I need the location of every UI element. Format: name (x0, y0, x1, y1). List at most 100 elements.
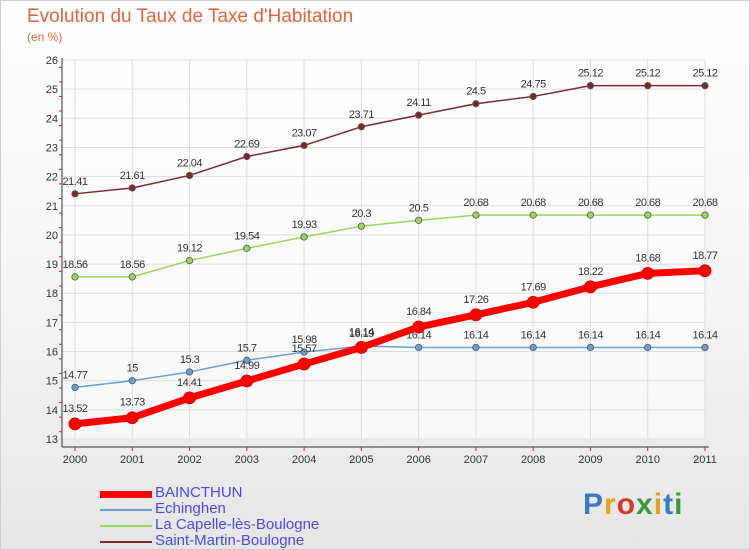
series-line (74, 214, 706, 278)
data-point (415, 343, 423, 352)
data-point (472, 100, 480, 108)
brand-letter: r (604, 488, 617, 521)
data-label: 14.77 (62, 369, 87, 381)
data-label: 15.57 (292, 343, 317, 355)
x-tick-label: 2009 (578, 454, 602, 466)
data-point (698, 264, 712, 278)
data-point (586, 343, 595, 352)
legend-label: BAINCTHUN (155, 484, 243, 501)
legend-swatch (100, 509, 152, 511)
y-tick-label: 25 (46, 84, 58, 96)
y-tick-label: 14 (46, 405, 58, 417)
data-label: 16.14 (349, 326, 374, 338)
x-tick-label: 2006 (406, 454, 430, 466)
data-point (354, 341, 368, 354)
data-label: 23.07 (292, 127, 317, 139)
brand-letter: t (663, 488, 675, 521)
x-tick-label: 2000 (63, 454, 87, 466)
legend-label: La Capelle-lès-Boulogne (155, 516, 320, 533)
legend-label: Saint-Martin-Boulogne (155, 532, 305, 549)
data-label: 16.14 (635, 329, 660, 341)
data-label: 18.68 (635, 252, 660, 264)
data-label: 20.68 (463, 197, 488, 209)
data-label: 18.56 (62, 259, 87, 271)
brand-letter: o (616, 488, 637, 521)
data-label: 15.3 (180, 354, 200, 366)
data-point (415, 216, 423, 224)
data-point (300, 233, 308, 241)
data-label: 15.7 (237, 342, 257, 354)
data-label: 16.14 (692, 329, 717, 341)
data-point (71, 383, 79, 391)
data-point (644, 343, 652, 352)
brand-letter: x (636, 488, 654, 521)
data-label: 22.69 (234, 138, 259, 150)
x-tick-label: 2003 (235, 454, 259, 466)
data-label: 20.3 (352, 208, 372, 220)
data-label: 24.11 (407, 97, 432, 109)
data-point (412, 320, 426, 334)
data-label: 20.68 (692, 197, 717, 209)
data-label: 18.22 (578, 266, 603, 278)
data-point (701, 211, 709, 219)
data-point (128, 377, 136, 385)
x-tick-label: 2002 (177, 454, 201, 466)
data-label: 16.14 (521, 329, 546, 341)
data-label: 16.84 (406, 306, 431, 318)
data-point (472, 211, 480, 219)
data-point (128, 273, 136, 281)
data-point (701, 343, 709, 352)
x-tick-label: 2008 (521, 454, 545, 466)
data-point (526, 295, 540, 309)
data-point (71, 273, 79, 281)
data-label: 20.68 (578, 197, 603, 209)
data-point (644, 82, 652, 90)
data-point (641, 267, 655, 280)
data-point (701, 82, 709, 90)
data-label: 25.12 (578, 68, 603, 80)
data-label: 20.68 (521, 197, 546, 209)
data-point (584, 280, 597, 294)
data-label: 25.12 (635, 68, 660, 80)
brand-letter: P (583, 488, 605, 521)
x-tick-label: 2011 (693, 454, 717, 466)
y-tick-label: 16 (46, 347, 58, 359)
data-point (183, 391, 196, 405)
data-point (128, 184, 136, 192)
y-tick-label: 23 (46, 142, 58, 154)
series-line (74, 84, 706, 195)
data-label: 20.5 (409, 202, 429, 214)
y-tick-label: 20 (46, 230, 58, 242)
data-point (185, 368, 194, 376)
legend-label: Echinghen (155, 500, 226, 517)
series-baincthun: 13.52 13.73 14.41 14.99 15.57 16.14 16.84 17.26… (62, 250, 718, 431)
data-point (586, 82, 595, 90)
y-tick-label: 17 (46, 317, 58, 329)
y-tick-label: 22 (46, 172, 58, 184)
y-tick-label: 26 (46, 55, 58, 67)
chart-title: Evolution du Taux de Taxe d'Habitation (27, 6, 354, 27)
data-point (243, 356, 251, 364)
legend-swatch (100, 525, 152, 527)
series-saint-martin-boulogne: 21.41 21.61 22.04 22.69 23.07 23.71 24.11 24.5 2… (62, 68, 718, 198)
data-label: 20.68 (635, 197, 660, 209)
data-point (644, 211, 652, 219)
brand-letter: i (653, 488, 664, 521)
data-label: 16.19 (349, 328, 374, 340)
y-tick-label: 21 (46, 201, 58, 213)
data-label: 14.99 (234, 360, 259, 372)
data-label: 21.61 (120, 170, 145, 182)
y-tick-label: 19 (46, 259, 58, 271)
data-point (357, 222, 365, 230)
y-tick-label: 13 (46, 434, 58, 446)
data-point (529, 211, 537, 219)
plot-area (62, 60, 705, 439)
data-point (185, 171, 194, 180)
data-label: 24.5 (466, 86, 486, 98)
data-label: 24.75 (521, 78, 546, 90)
data-label: 21.41 (62, 176, 87, 188)
x-tick-label: 2004 (292, 454, 316, 466)
y-tick-label: 24 (46, 113, 58, 125)
data-point (68, 417, 82, 431)
